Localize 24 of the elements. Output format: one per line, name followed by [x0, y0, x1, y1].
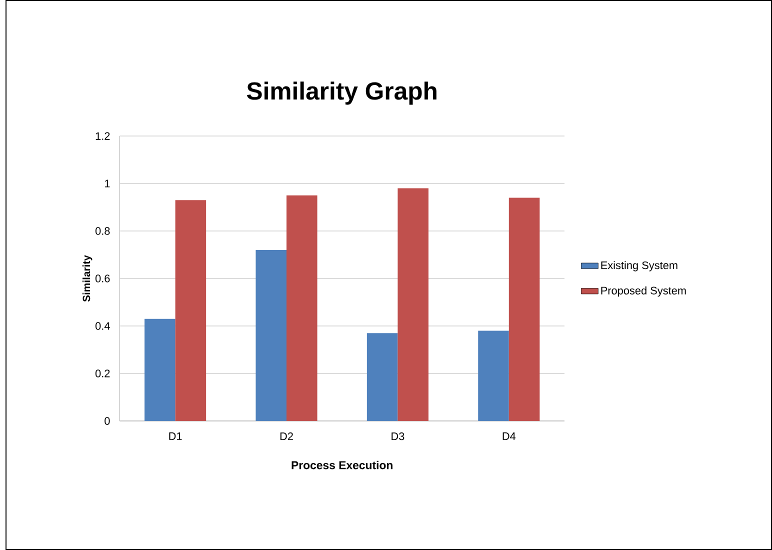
y-axis-title: Similarity	[82, 255, 92, 302]
x-tick-label: D2	[280, 432, 293, 440]
legend-label: Existing System	[601, 261, 678, 272]
bar	[144, 318, 176, 421]
y-tick-label: 0.6	[95, 274, 110, 282]
legend-label: Proposed System	[601, 286, 686, 297]
bar	[478, 330, 509, 421]
bar	[398, 188, 428, 421]
bar	[256, 250, 286, 421]
y-tick-label: 0.2	[95, 370, 110, 378]
x-tick-label: D4	[502, 432, 516, 440]
y-tick-label: 0.8	[95, 227, 110, 235]
bar	[175, 200, 206, 421]
bar	[366, 333, 398, 421]
x-tick-label: D3	[392, 432, 404, 440]
chart-title: Similarity Graph	[246, 82, 436, 105]
x-axis-title: Process Execution	[292, 460, 392, 470]
y-tick-label: 1.2	[96, 132, 110, 140]
y-tick-label: 1	[104, 180, 110, 188]
bar	[286, 195, 318, 421]
bar	[508, 198, 540, 421]
y-tick-label: 0	[104, 417, 110, 425]
x-tick-label: D1	[169, 432, 182, 440]
y-tick-label: 0.4	[95, 322, 110, 330]
